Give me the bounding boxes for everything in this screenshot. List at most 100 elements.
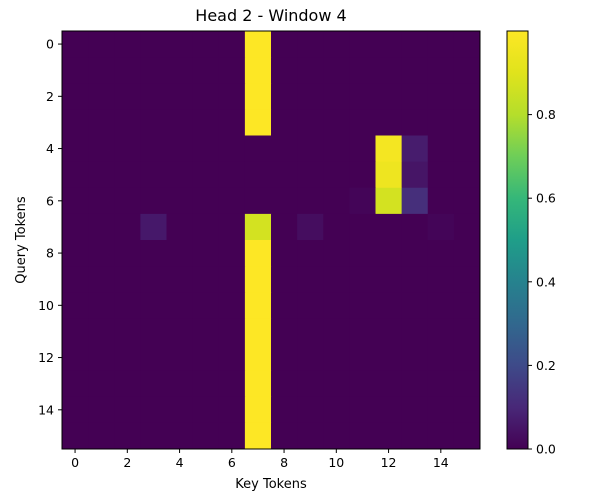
heatmap-cell [192,292,220,319]
heatmap-cell [166,161,194,189]
heatmap-cell [218,240,246,267]
heatmap-cell [244,370,272,398]
heatmap-cell [401,57,429,84]
heatmap-cell [244,135,272,163]
chart-title: Head 2 - Window 4 [195,6,346,25]
x-tick-label: 14 [433,455,449,470]
heatmap-cell [244,318,272,345]
heatmap-cell [218,422,246,450]
heatmap-cell [244,109,272,136]
heatmap-cell [271,57,298,84]
heatmap-cell [427,109,455,136]
heatmap-cell [140,240,167,267]
heatmap-cell [140,83,167,110]
heatmap-cell [375,344,403,372]
heatmap-cell [88,370,115,398]
heatmap-cell [323,422,350,450]
heatmap-cell [271,266,298,293]
heatmap-cell [453,318,481,345]
heatmap-cell [62,318,89,345]
y-tick-label: 0 [46,37,54,52]
heatmap-cell [244,266,272,293]
heatmap-cell [244,292,272,319]
heatmap-cell [297,344,324,372]
heatmap-cell [244,344,272,372]
heatmap-cell [297,396,324,424]
heatmap-cell [427,57,455,84]
heatmap-cell [88,344,115,372]
heatmap-cell [453,31,481,58]
heatmap-cell [114,213,141,241]
heatmap-cell [297,57,324,84]
heatmap-cell [114,161,141,189]
x-tick-label: 12 [381,455,397,470]
heatmap-cell [323,266,350,293]
heatmap-cell [297,187,324,215]
heatmap-cell [62,370,89,398]
heatmap-cell [166,396,194,424]
heatmap-cell [271,135,298,163]
heatmap-cell [427,318,455,345]
heatmap-cell [453,109,481,136]
heatmap-cell [192,344,220,372]
heatmap-cell [271,318,298,345]
heatmap-cell [349,161,376,189]
heatmap-cell [297,292,324,319]
heatmap-cell [349,135,376,163]
heatmap-cell [453,292,481,319]
heatmap-cell [375,187,403,215]
heatmap-cell [271,161,298,189]
heatmap-cell [323,83,350,110]
heatmap-cell [114,370,141,398]
y-tick-label: 6 [46,193,54,208]
heatmap-cell [349,344,376,372]
heatmap-cell [401,31,429,58]
heatmap-cell [453,57,481,84]
colorbar [507,31,528,449]
heatmap-cell [375,266,403,293]
heatmap-cell [218,187,246,215]
heatmap-cell [192,57,220,84]
heatmap-cell [218,292,246,319]
heatmap-cell [192,213,220,241]
heatmap-cell [271,292,298,319]
colorbar-tick-label: 0.2 [536,358,556,373]
heatmap-cell [192,161,220,189]
heatmap-cell [401,344,429,372]
heatmap-cell [88,318,115,345]
y-tick-label: 2 [46,89,54,104]
heatmap-cell [297,31,324,58]
heatmap-cell [323,396,350,424]
heatmap-cell [192,135,220,163]
colorbar-tick-label: 0.6 [536,191,556,206]
heatmap-cell [375,213,403,241]
heatmap-cell [244,57,272,84]
heatmap-cell [349,266,376,293]
heatmap-cell [218,370,246,398]
heatmap-cell [218,318,246,345]
heatmap-cell [62,161,89,189]
heatmap-cell [244,240,272,267]
y-tick-label: 8 [46,246,54,261]
heatmap-cell [62,135,89,163]
heatmap-cell [349,31,376,58]
heatmap-cell [244,187,272,215]
heatmap-cell [218,109,246,136]
y-axis-ticks: 0 2 4 6 8 10 12 14 [38,37,62,417]
heatmap-cell [114,109,141,136]
heatmap-cell [218,396,246,424]
heatmap-cell [401,135,429,163]
heatmap-cell [140,318,167,345]
heatmap-cell [88,292,115,319]
plot-frame [61,30,481,450]
heatmap-cell [271,240,298,267]
heatmap-cell [427,266,455,293]
heatmap-cell [349,422,376,450]
heatmap-cell [375,57,403,84]
heatmap-cell [427,31,455,58]
heatmap-cell [453,240,481,267]
heatmap-cell [166,31,194,58]
heatmap-cell [271,83,298,110]
heatmap-cell [114,266,141,293]
y-axis-label: Query Tokens [14,196,29,284]
